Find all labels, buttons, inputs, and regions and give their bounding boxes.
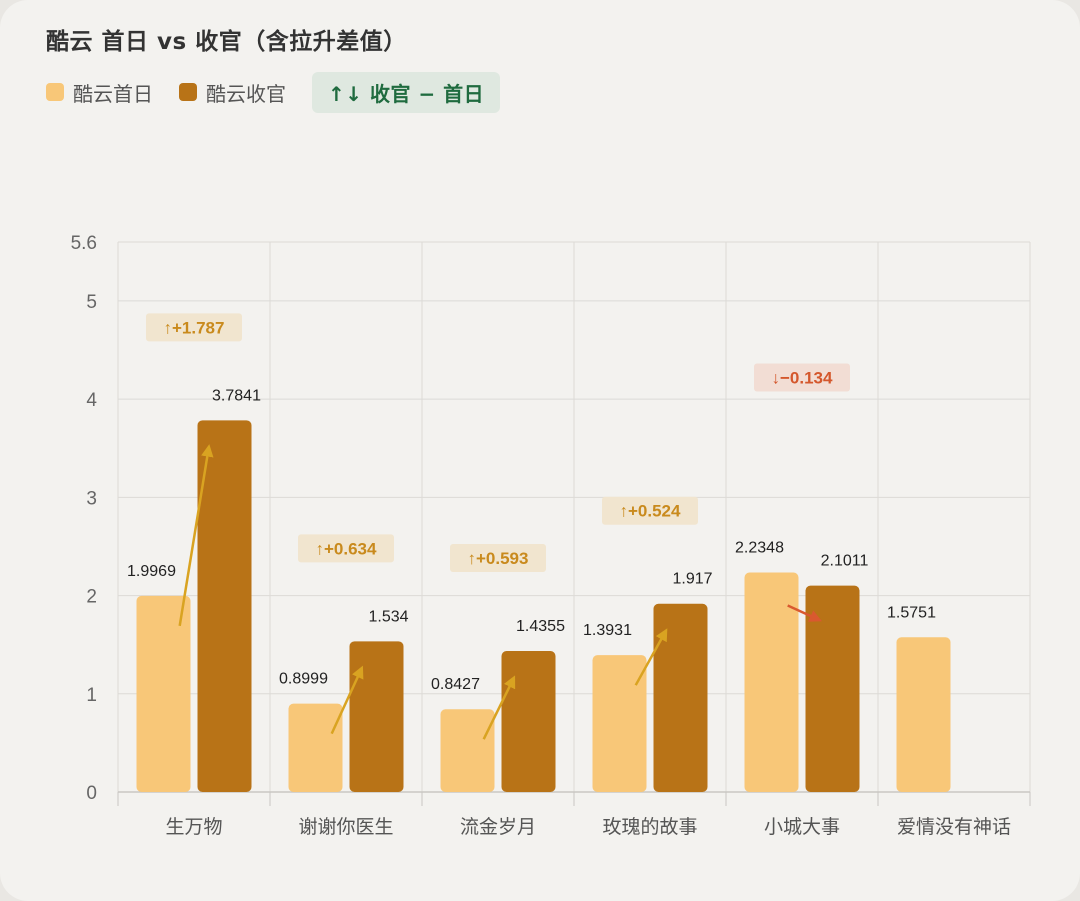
legend-swatch-first-day <box>46 83 64 101</box>
data-label-first-day: 0.8999 <box>279 671 328 688</box>
bar-first-day <box>440 709 495 792</box>
legend-diff-badge[interactable]: ↑↓ 收官 − 首日 <box>312 71 501 113</box>
data-label-first-day: 1.3931 <box>583 622 632 639</box>
data-label-first-day: 2.2348 <box>735 540 784 557</box>
diff-badge-label: ↓−0.134 <box>772 369 834 388</box>
legend-item-final[interactable]: 酷云收官 <box>179 78 286 107</box>
data-label-final: 1.4355 <box>516 618 565 635</box>
diff-arrow-up <box>330 665 364 735</box>
x-tick-label: 爱情没有神话 <box>897 816 1011 838</box>
bar-first-day <box>136 595 191 792</box>
y-tick-label: 2 <box>86 587 97 608</box>
bar-first-day <box>744 572 799 792</box>
legend: 酷云首日 酷云收官 ↑↓ 收官 − 首日 <box>46 71 501 113</box>
diff-badge <box>602 496 698 525</box>
data-label-final: 2.1011 <box>821 553 869 570</box>
y-tick-label: 5.6 <box>71 233 97 254</box>
data-label-final: 1.534 <box>368 608 408 625</box>
x-tick-label: 流金岁月 <box>460 816 536 838</box>
diff-badge <box>754 363 850 392</box>
diff-badge-label: ↑+1.787 <box>164 318 225 337</box>
y-tick-label: 5 <box>86 292 97 313</box>
y-tick-label: 1 <box>86 685 97 706</box>
bar-final <box>197 420 252 792</box>
bar-first-day <box>896 637 951 792</box>
diff-badge <box>146 313 242 342</box>
bar-final <box>501 651 556 792</box>
diff-badge <box>450 544 546 573</box>
x-tick-label: 生万物 <box>165 816 222 838</box>
legend-swatch-final <box>179 83 197 101</box>
bar-first-day <box>288 703 343 792</box>
diff-badge-label: ↑+0.593 <box>468 549 529 568</box>
data-label-first-day: 1.9969 <box>127 563 176 580</box>
diff-arrow-up <box>178 444 214 627</box>
bar-final <box>653 603 708 792</box>
legend-item-first-day[interactable]: 酷云首日 <box>46 78 153 107</box>
data-label-final: 3.7841 <box>212 387 261 404</box>
legend-label-final: 酷云收官 <box>206 81 286 106</box>
data-label-first-day: 1.5751 <box>887 604 936 621</box>
diff-arrow-down <box>787 604 822 622</box>
legend-label-first-day: 酷云首日 <box>73 81 153 106</box>
bar-first-day <box>592 655 647 792</box>
diff-arrow-up <box>482 675 516 740</box>
chart-title: 酷云 首日 vs 收官（含拉升差值） <box>46 29 407 55</box>
x-tick-label: 谢谢你医生 <box>298 816 393 838</box>
y-tick-label: 4 <box>86 390 97 411</box>
diff-badge-label: ↑+0.524 <box>620 502 682 521</box>
diff-arrow-up <box>634 628 668 686</box>
bar-final <box>349 641 404 792</box>
bar-final <box>805 585 860 792</box>
y-tick-label: 3 <box>86 488 97 509</box>
diff-badge <box>298 534 394 563</box>
x-tick-label: 小城大事 <box>764 816 840 838</box>
y-tick-label: 0 <box>86 783 97 804</box>
x-tick-label: 玫瑰的故事 <box>602 816 697 838</box>
data-label-first-day: 0.8427 <box>431 676 480 693</box>
diff-badge-label: ↑+0.634 <box>316 539 378 558</box>
data-label-final: 1.917 <box>672 571 712 588</box>
